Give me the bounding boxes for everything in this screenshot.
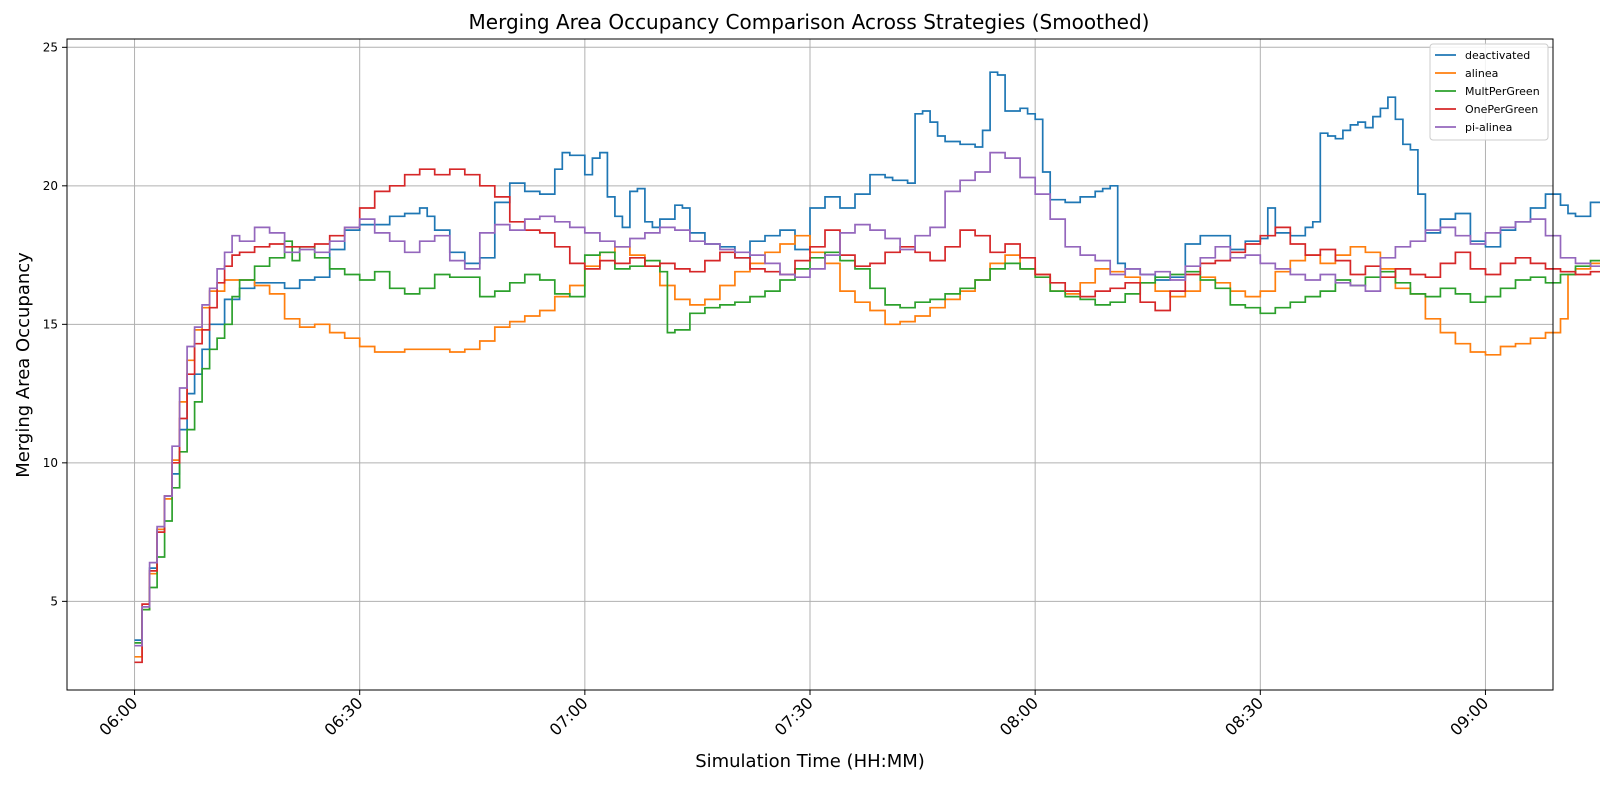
- y-axis: 5 10 15 20 25: [43, 40, 67, 608]
- series-line-alinea: [135, 236, 1600, 657]
- x-tick-label: 08:30: [1221, 693, 1267, 739]
- series-line-deactivated: [135, 72, 1600, 640]
- x-tick-label: 09:00: [1446, 693, 1492, 739]
- y-axis-label: Merging Area Occupancy: [13, 252, 34, 478]
- y-tick-label: 15: [43, 317, 58, 331]
- y-tick-label: 25: [43, 40, 58, 54]
- x-tick-label: 07:30: [771, 693, 817, 739]
- series-line-OnePerGreen: [135, 169, 1600, 662]
- x-tick-label: 06:30: [320, 693, 366, 739]
- legend-entry: deactivated: [1465, 49, 1530, 62]
- y-tick-label: 10: [43, 456, 58, 470]
- x-tick-label: 06:00: [95, 693, 141, 739]
- x-axis-label: Simulation Time (HH:MM): [695, 751, 925, 772]
- series-line-pi-alinea: [135, 153, 1600, 646]
- series-lines: [135, 72, 1600, 662]
- legend-entry: MultPerGreen: [1465, 85, 1540, 98]
- y-tick-label: 20: [43, 179, 58, 193]
- legend-entry: OnePerGreen: [1465, 103, 1538, 116]
- y-tick-label: 5: [50, 594, 58, 608]
- chart-title: Merging Area Occupancy Comparison Across…: [469, 10, 1150, 34]
- legend-entry: pi-alinea: [1465, 121, 1512, 134]
- x-tick-label: 08:00: [996, 693, 1042, 739]
- x-tick-label: 07:00: [546, 693, 592, 739]
- legend-entry: alinea: [1465, 67, 1498, 80]
- legend: deactivated alinea MultPerGreen OnePerGreen…: [1430, 44, 1548, 140]
- x-axis: 06:00 06:30 07:00 07:30 08:00 08:30 09:00: [95, 690, 1492, 739]
